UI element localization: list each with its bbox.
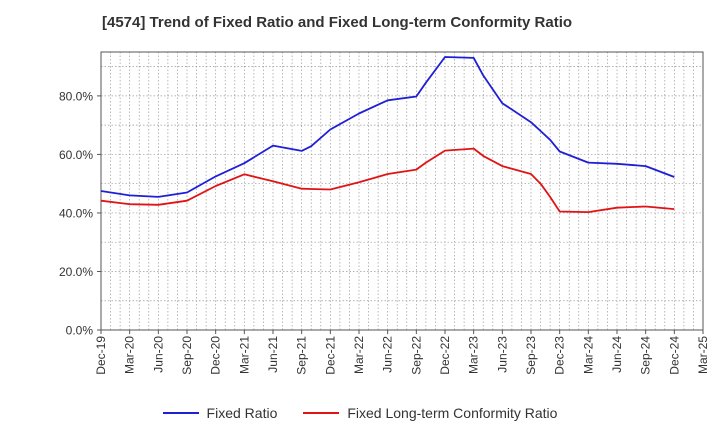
x-tick-label: Sep-20 [180,336,194,375]
x-tick-label: Dec-23 [553,336,567,375]
x-tick-label: Mar-23 [467,336,481,374]
x-tick-label: Dec-19 [94,336,108,375]
x-tick-label: Mar-20 [123,336,137,374]
y-tick-label: 60.0% [59,148,93,162]
series-line-fixed-long-term-conformity-ratio [100,147,675,214]
legend-swatch-fixed-ratio [162,412,199,414]
legend-item-fixed-long-term-conformity-ratio: Fixed Long-term Conformity Ratio [303,405,557,421]
x-tick-label: Dec-21 [323,336,337,375]
x-tick-label: Dec-20 [209,336,223,375]
x-tick-label: Jun-23 [495,336,509,373]
series-lines [100,56,675,214]
legend-label-fixed-ratio: Fixed Ratio [206,405,278,421]
x-tick-label: Mar-21 [237,336,251,374]
x-tick-label: Jun-24 [610,336,624,373]
y-tick-label: 20.0% [59,265,93,279]
y-tick-label: 80.0% [59,89,93,103]
chart-title: [4574] Trend of Fixed Ratio and Fixed Lo… [102,14,573,31]
y-tick-label: 0.0% [66,324,94,338]
x-tick-label: Sep-23 [524,336,538,375]
x-tick-label: Jun-22 [381,336,395,373]
legend-swatch-fixed-long-term-conformity-ratio [303,412,340,414]
x-tick-label: Sep-22 [409,336,423,375]
x-tick-label: Mar-22 [352,336,366,374]
legend-label-fixed-long-term-conformity-ratio: Fixed Long-term Conformity Ratio [347,405,558,421]
x-tick-label: Jun-21 [266,336,280,373]
x-tick-label: Sep-24 [639,336,653,375]
y-tick-labels: 0.0% 20.0% 40.0% 60.0% 80.0% [59,89,101,338]
x-tick-label: Jun-20 [151,336,165,373]
x-tick-labels: Dec-19 Mar-20 Jun-20 Sep-20 Dec-20 Mar-21 Jun-… [94,330,710,375]
legend: Fixed Ratio Fixed Long-term Conformity R… [0,405,720,421]
y-tick-label: 40.0% [59,206,93,220]
x-tick-label: Dec-24 [667,336,681,375]
legend-item-fixed-ratio: Fixed Ratio [162,405,278,421]
x-tick-label: Mar-24 [581,336,595,374]
series-line-fixed-ratio [100,56,675,198]
x-tick-label: Dec-22 [438,336,452,375]
x-tick-label: Sep-21 [295,336,309,375]
x-tick-label: Mar-25 [696,336,710,374]
grid-lines [101,52,703,330]
